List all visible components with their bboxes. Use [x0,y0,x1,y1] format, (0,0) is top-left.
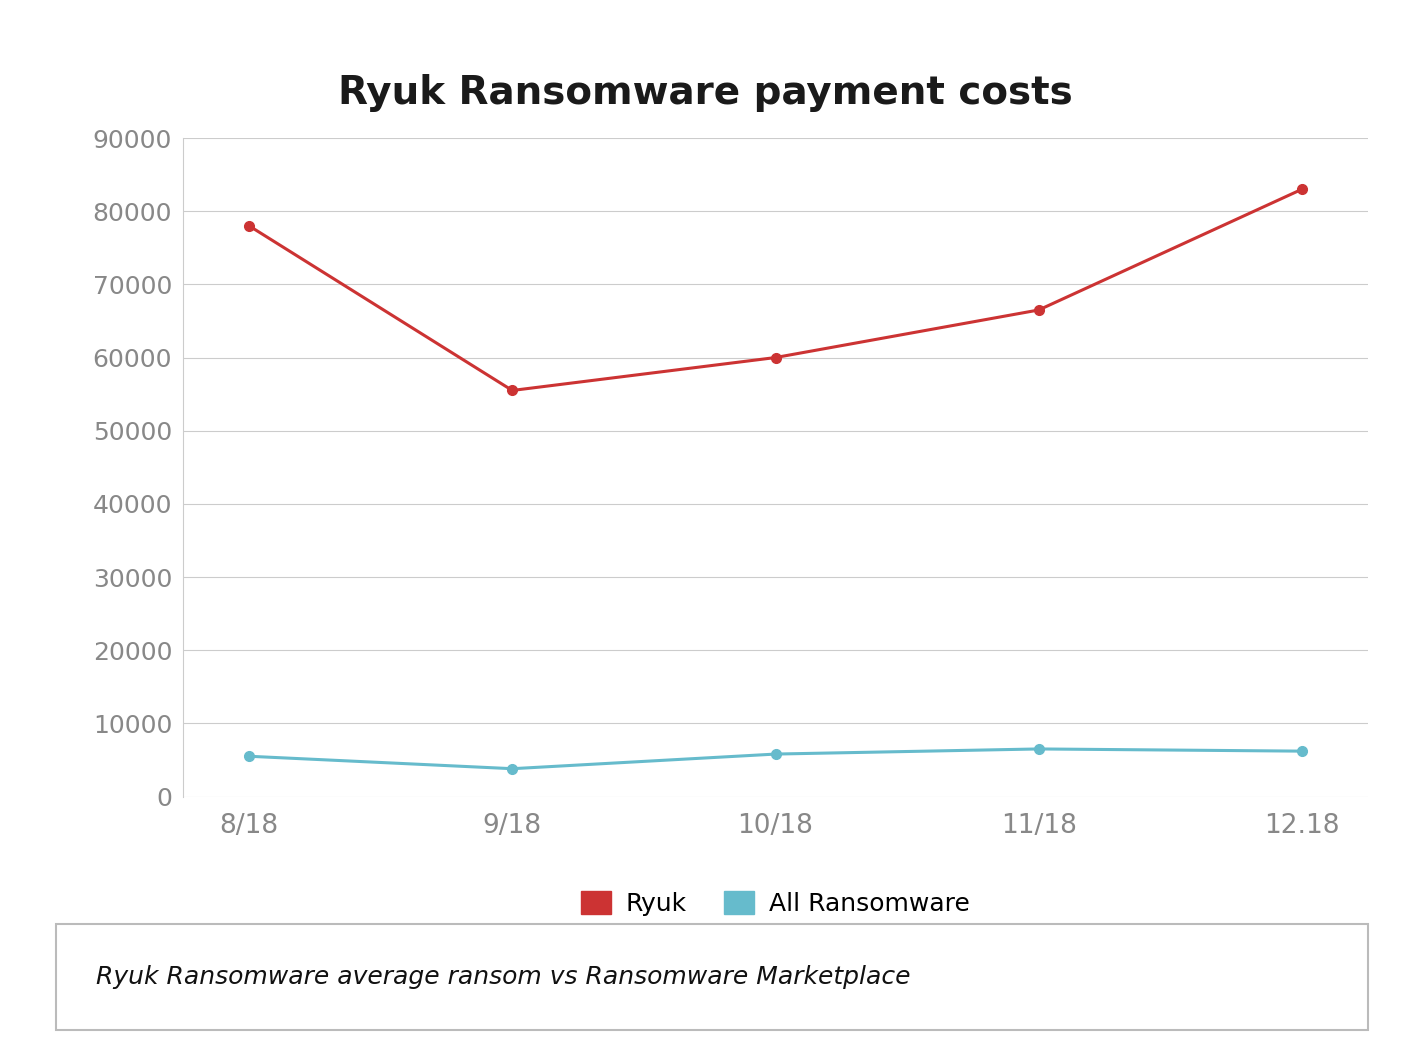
Text: Ryuk Ransomware payment costs: Ryuk Ransomware payment costs [337,74,1073,113]
Legend: Ryuk, All Ransomware: Ryuk, All Ransomware [571,881,980,926]
Text: Ryuk Ransomware average ransom vs Ransomware Marketplace: Ryuk Ransomware average ransom vs Ransom… [96,965,911,989]
FancyBboxPatch shape [56,924,1368,1030]
